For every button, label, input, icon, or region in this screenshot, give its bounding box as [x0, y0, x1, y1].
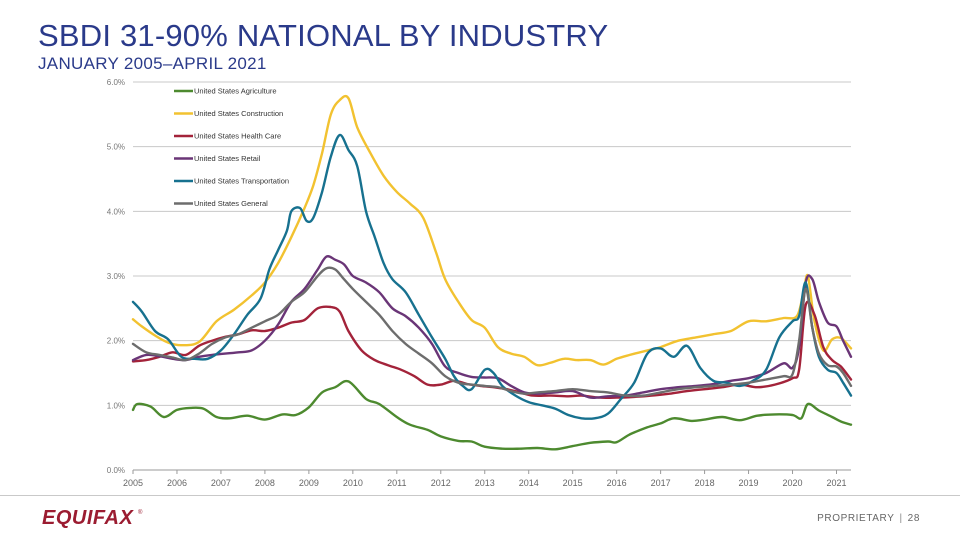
x-tick-label: 2016: [607, 478, 627, 488]
legend-label-united-states-transportation: United States Transportation: [194, 177, 289, 186]
x-tick-label: 2005: [123, 478, 143, 488]
x-tick-label: 2008: [255, 478, 275, 488]
footer-divider: [0, 495, 960, 496]
page-subtitle: JANUARY 2005–APRIL 2021: [38, 54, 267, 73]
footer-separator: |: [899, 513, 903, 524]
x-tick-label: 2007: [211, 478, 231, 488]
y-tick-label: 5.0%: [107, 143, 125, 152]
x-tick-label: 2010: [343, 478, 363, 488]
x-tick-label: 2019: [739, 478, 759, 488]
x-tick-label: 2011: [387, 478, 406, 488]
chart-gridlines: [133, 81, 851, 471]
legend-label-united-states-retail: United States Retail: [194, 154, 261, 163]
chart-legend: United States Agriculture United States C…: [174, 87, 289, 208]
x-tick-label: 2017: [651, 478, 671, 488]
chart-series-lines: [131, 94, 853, 451]
footer-meta: PROPRIETARY | 28: [817, 513, 920, 524]
legend-label-united-states-health-care: United States Health Care: [194, 132, 281, 141]
y-axis-ticks: 0.0% 1.0% 2.0% 3.0% 4.0% 5.0% 6.0%: [107, 78, 125, 475]
trademark-mark: ®: [138, 509, 143, 516]
page-number: 28: [907, 513, 920, 524]
series-line-united-states-retail: [131, 255, 853, 399]
series-line-united-states-general: [131, 266, 853, 398]
x-tick-label: 2021: [826, 478, 846, 488]
y-tick-label: 2.0%: [107, 337, 125, 346]
x-tick-label: 2006: [167, 478, 187, 488]
logo-text: EQUIFAX: [42, 507, 134, 529]
legend-label-united-states-general: United States General: [194, 199, 268, 208]
x-tick-label: 2013: [475, 478, 495, 488]
y-tick-label: 6.0%: [107, 78, 125, 87]
y-tick-label: 3.0%: [107, 272, 125, 281]
legend-label-united-states-agriculture: United States Agriculture: [194, 87, 277, 96]
x-tick-label: 2014: [519, 478, 539, 488]
x-tick-label: 2015: [563, 478, 583, 488]
legend-label-united-states-construction: United States Construction: [194, 109, 283, 118]
y-tick-label: 0.0%: [107, 466, 125, 475]
x-tick-label: 2020: [783, 478, 803, 488]
sbdi-line-chart: 0.0%1.0%2.0%3.0%4.0%5.0%6.0% 2005 2006 200…: [107, 78, 853, 488]
series-line-united-states-construction: [131, 94, 853, 367]
proprietary-label: PROPRIETARY: [817, 513, 895, 524]
page-title: SBDI 31-90% NATIONAL BY INDUSTRY: [38, 18, 609, 53]
equifax-logo: EQUIFAX ®: [42, 507, 143, 529]
x-tick-label: 2009: [299, 478, 319, 488]
y-tick-label: 1.0%: [107, 401, 125, 410]
series-line-united-states-agriculture: [131, 379, 853, 451]
x-axis-ticks: 2005 2006 2007 2008 2009 2010 2011 2012 2013 2014…: [123, 470, 847, 488]
x-tick-label: 2012: [431, 478, 451, 488]
x-tick-label: 2018: [695, 478, 715, 488]
y-tick-label: 4.0%: [107, 207, 125, 216]
